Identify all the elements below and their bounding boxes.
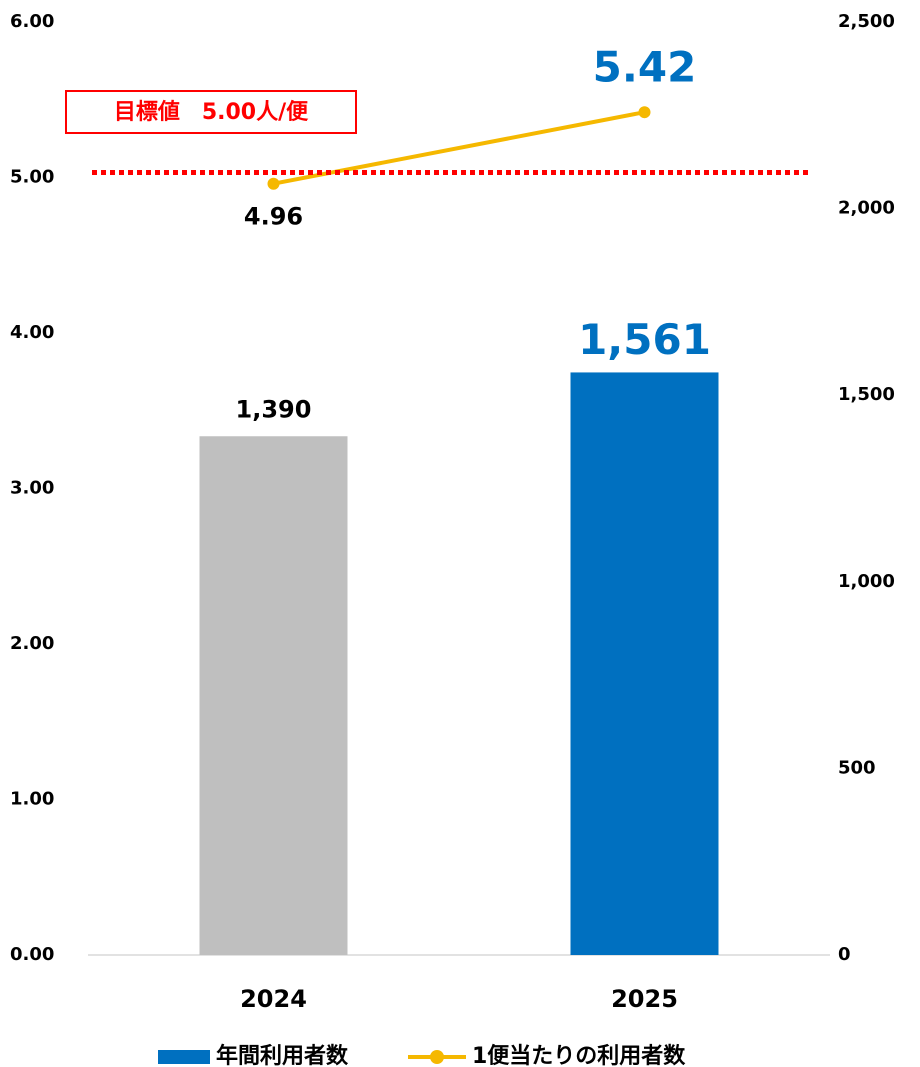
line-point (638, 106, 651, 119)
bar (199, 436, 348, 955)
y2-tick-label: 0 (838, 944, 851, 965)
y2-tick-label: 2,500 (838, 11, 895, 32)
y2-tick-label: 1,000 (838, 571, 895, 592)
y2-tick-label: 500 (838, 757, 876, 778)
line-value-label: 4.96 (244, 203, 303, 231)
y2-tick-label: 2,000 (838, 198, 895, 219)
legend-label: 1便当たりの利用者数 (472, 1043, 686, 1067)
line-value-label: 5.42 (593, 43, 697, 92)
legend-swatch (158, 1050, 210, 1064)
y-tick-label: 6.00 (10, 11, 54, 32)
reference-label: 目標値 5.00人/便 (114, 100, 309, 125)
legend-label: 年間利用者数 (216, 1043, 349, 1067)
bar (570, 372, 719, 955)
y-tick-label: 1.00 (10, 789, 54, 810)
y-tick-label: 5.00 (10, 167, 54, 188)
reference-label-box (65, 90, 357, 134)
x-tick-label: 2025 (611, 985, 678, 1013)
y2-tick-label: 1,500 (838, 384, 895, 405)
bar-value-label: 1,390 (236, 395, 312, 423)
y-tick-label: 3.00 (10, 478, 54, 499)
y-tick-label: 2.00 (10, 633, 54, 654)
legend-swatch (430, 1050, 444, 1064)
bar-value-label: 1,561 (578, 315, 711, 364)
x-tick-label: 2024 (240, 985, 307, 1013)
y-tick-label: 4.00 (10, 322, 54, 343)
y-tick-label: 0.00 (10, 944, 54, 965)
line-point (267, 177, 280, 190)
